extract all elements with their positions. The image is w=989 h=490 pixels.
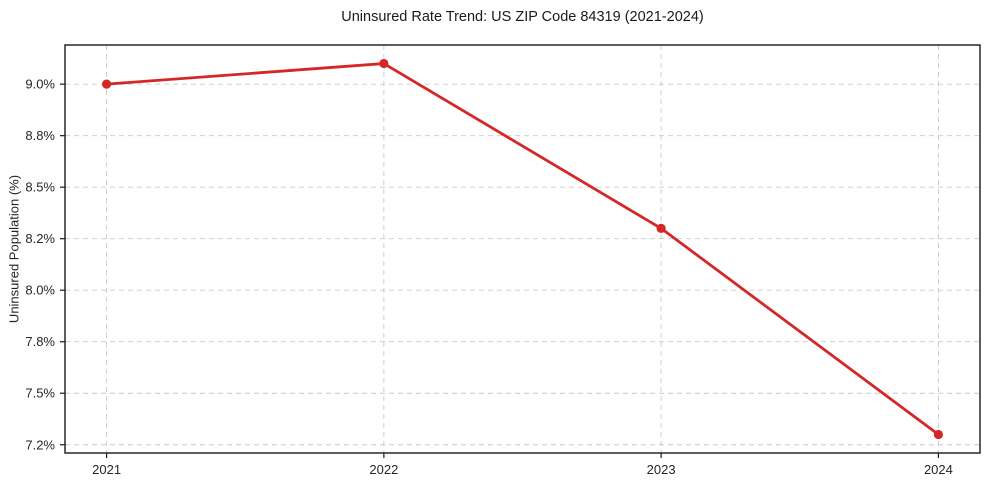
data-point [933, 429, 944, 440]
data-point [101, 79, 112, 89]
axes-box [64, 44, 981, 454]
y-tick-label: 8.2% [25, 231, 55, 246]
y-axis-label: Uninsured Population (%) [6, 174, 22, 324]
y-tick-label: 7.8% [25, 334, 55, 349]
y-tick-label: 7.5% [25, 386, 55, 401]
y-tick-label: 8.0% [25, 283, 55, 298]
x-tick-label: 2023 [647, 462, 676, 477]
trend-line [105, 62, 940, 436]
x-tick-label: 2024 [924, 462, 953, 477]
data-point [656, 223, 666, 233]
data-point [379, 58, 389, 69]
y-tick-label: 9.0% [25, 77, 55, 92]
x-tick-label: 2022 [369, 462, 398, 477]
chart-title: Uninsured Rate Trend: US ZIP Code 84319 … [341, 9, 704, 25]
y-tick-label: 8.8% [25, 128, 55, 143]
y-tick-label: 7.2% [25, 437, 55, 452]
y-tick-label: 8.5% [25, 180, 55, 195]
x-tick-label: 2021 [92, 462, 121, 477]
